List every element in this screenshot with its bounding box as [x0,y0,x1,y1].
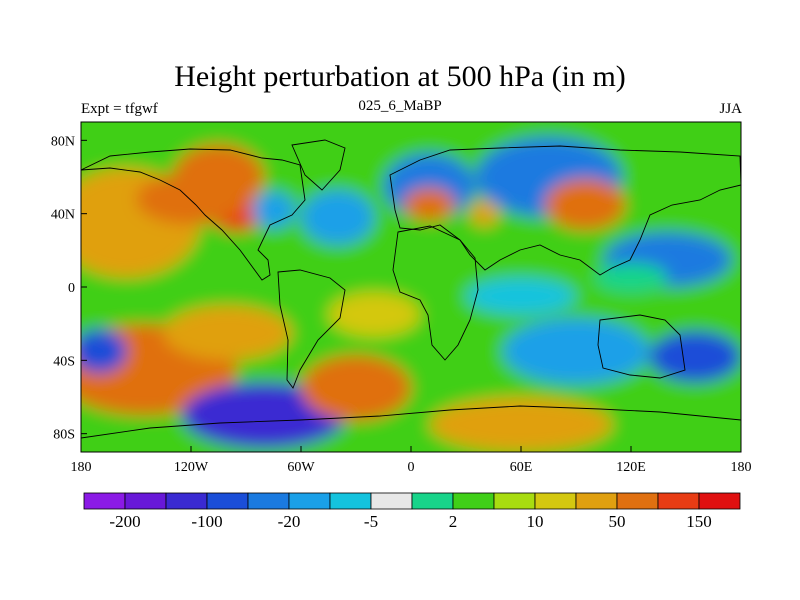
colorbar-label-0: -200 [109,512,140,531]
x-axis: 180 120W 60W 0 60E 120E 180 [71,446,752,475]
coast-north-america [81,148,306,281]
coast-greenland [291,139,346,191]
colorbar-label-1: -100 [191,512,222,531]
center-subtitle: 025_6_MaBP [358,98,442,114]
colorbar-swatch-6 [329,492,372,510]
field-feature-5 [136,173,246,225]
colorbar-swatch-8 [411,492,454,510]
field-feature-11 [469,200,500,227]
right-subtitle: JJA [719,101,742,117]
field-feature-17 [81,329,127,374]
coastlines [81,139,741,439]
coast-antarctica [81,405,741,439]
colorbar: -200 -100 -20 -5 2 10 50 150 [83,492,741,531]
colorbar-label-3: -5 [364,512,378,531]
x-tick-label-6: 180 [731,460,752,475]
field-feature-14 [466,277,576,315]
field-feature-20 [301,354,411,421]
colorbar-swatch-3 [206,492,249,510]
x-tick-label-0: 180 [71,460,92,475]
contour-field [81,122,741,452]
y-tick-label-2: 0 [68,281,75,296]
colorbar-swatch-9 [452,492,495,510]
chart-title: Height perturbation at 500 hPa (in m) [174,60,626,93]
colorbar-swatch-14 [657,492,700,510]
colorbar-swatch-13 [616,492,659,510]
x-tick-label-4: 60E [510,460,533,475]
y-tick-label-1: 40N [51,208,75,223]
coast-eurasia [389,145,741,276]
x-tick-label-2: 60W [287,460,315,475]
field-feature-6 [251,191,296,229]
field-feature-12 [544,178,626,231]
field-feature-15 [502,318,650,385]
colorbar-swatch-2 [165,492,208,510]
field-feature-7 [301,189,375,245]
coast-africa [392,225,479,361]
colorbar-swatch-11 [534,492,577,510]
y-tick-label-0: 80N [51,134,75,149]
y-axis: 80N 40N 0 40S 80S [51,134,87,443]
left-subtitle: Expt = tfgwf [81,101,158,117]
colorbar-label-4: 2 [449,512,458,531]
colorbar-label-2: -20 [278,512,301,531]
field-feature-10 [403,188,456,221]
colorbar-label-5: 10 [527,512,544,531]
field-feature-19 [429,397,613,452]
coast-south-america [277,269,346,389]
colorbar-swatch-5 [288,492,331,510]
x-tick-label-5: 120E [616,460,646,475]
y-tick-label-4: 80S [53,428,75,443]
coast-australia [597,314,686,379]
field-feature-21 [328,292,421,337]
colorbar-swatch-10 [493,492,536,510]
colorbar-label-6: 50 [609,512,626,531]
colorbar-label-7: 150 [686,512,712,531]
colorbar-swatch-15 [698,492,741,510]
x-tick-label-1: 120W [174,460,209,475]
colorbar-swatch-1 [124,492,167,510]
colorbar-swatch-12 [575,492,618,510]
field-feature-22 [594,263,668,293]
y-tick-label-3: 40S [53,354,75,369]
field-feature-2 [163,305,292,361]
colorbar-swatch-0 [83,492,126,510]
x-tick-label-3: 0 [408,460,415,475]
colorbar-swatch-4 [247,492,290,510]
field-feature-18 [649,331,741,383]
colorbar-swatch-7 [370,492,413,510]
